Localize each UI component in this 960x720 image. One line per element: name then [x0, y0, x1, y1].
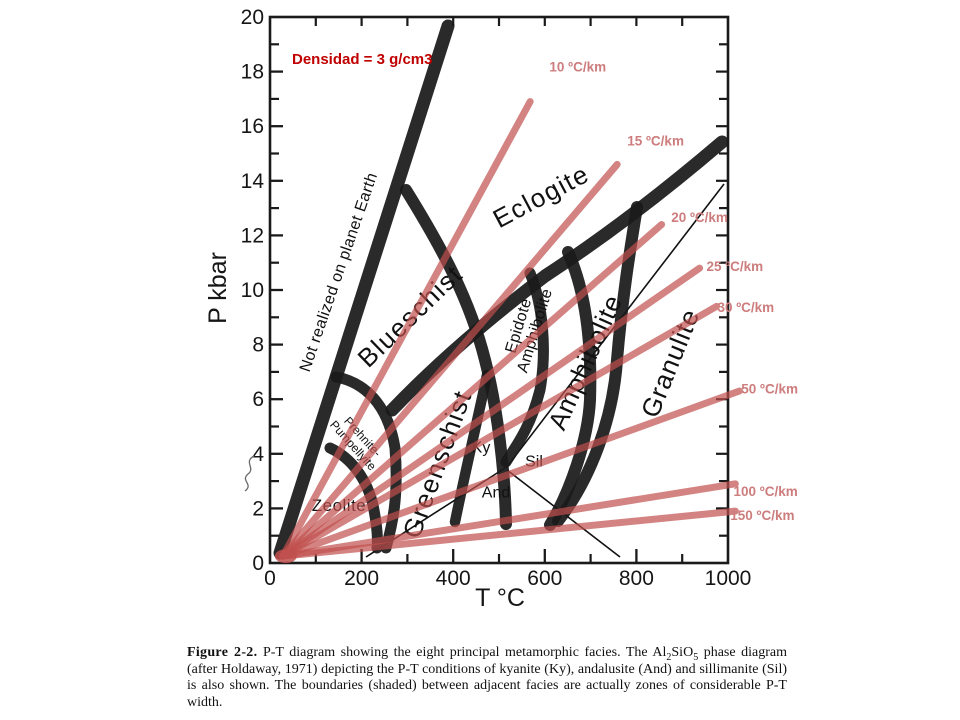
geotherm-line-150	[279, 507, 739, 560]
y-tick-label-14: 14	[241, 170, 265, 193]
x-tick-label-800: 800	[619, 567, 654, 590]
y-tick-label-6: 6	[252, 388, 264, 411]
geotherm-lines	[274, 98, 743, 564]
field-label-line: Eclogite	[488, 158, 594, 234]
field-label-eclogite: Eclogite	[488, 158, 594, 234]
figure-caption: Figure 2-2. P-T diagram showing the eigh…	[187, 645, 787, 711]
geotherm-label-30: 30 ºC/km	[717, 300, 774, 315]
y-tick-label-12: 12	[241, 224, 264, 247]
geotherm-label-50: 50 ºC/km	[741, 382, 798, 397]
geotherm-label-15: 15 ºC/km	[627, 133, 684, 148]
figure-caption-label: Figure 2-2.	[187, 645, 258, 660]
field-label-andalusite: And	[482, 485, 510, 502]
geotherm-line-30	[279, 302, 721, 560]
y-tick-label-8: 8	[252, 334, 264, 357]
geotherm-line-20	[279, 220, 666, 560]
geotherm-label-25: 25 ºC/km	[706, 259, 763, 274]
x-tick-label-0: 0	[264, 567, 276, 590]
x-tick-label-1000: 1000	[705, 567, 752, 590]
figure-caption-sub-2: 2	[666, 651, 672, 663]
x-tick-label-600: 600	[527, 567, 562, 590]
density-annotation: Densidad = 3 g/cm3	[292, 51, 432, 68]
y-tick-label-10: 10	[241, 279, 264, 302]
geotherm-line-10	[279, 98, 534, 560]
y-axis-title: P kbar	[204, 252, 232, 324]
y-tick-label-2: 2	[252, 497, 264, 520]
figure-caption-text-3: phase diagram (after Holdaway, 1971) dep…	[187, 645, 787, 710]
y-tick-label-16: 16	[241, 115, 264, 138]
geotherm-label-20: 20 ºC/km	[671, 210, 728, 225]
figure-caption-text-1: P-T diagram showing the eight principal …	[257, 645, 667, 660]
geotherm-label-150: 150 ºC/km	[730, 508, 794, 523]
scan-squiggle-mark	[244, 455, 255, 492]
figure-caption-text-2: SiO	[671, 645, 694, 660]
figure-caption-sub-5: 5	[693, 651, 699, 663]
forbidden-zone-line	[273, 19, 455, 560]
axes-frame-layer	[268, 15, 730, 565]
x-tick-label-400: 400	[436, 567, 471, 590]
amphibolite-left-boundary	[544, 246, 597, 531]
blueschist-eclogite-boundary	[400, 184, 512, 530]
pt-diagram-figure: 0 200 400 600 800 1000 0 2 4 6 8 10 12 14 16 18 20 Not r…	[187, 6, 798, 710]
geotherm-line-100	[279, 480, 739, 560]
geotherm-line-15	[279, 160, 621, 560]
y-tick-label-20: 20	[241, 6, 264, 29]
eclogite-lower-boundary	[385, 135, 729, 417]
y-tick-label-18: 18	[241, 61, 264, 84]
field-label-line: And	[482, 485, 510, 502]
epidote-amphibolite-boundary	[500, 267, 549, 468]
y-tick-label-4: 4	[252, 443, 264, 466]
geotherm-layer: 10 ºC/km 15 ºC/km 20 ºC/km 25 ºC/km 30 ºC/km…	[274, 60, 798, 564]
geotherm-label-10: 10 ºC/km	[549, 60, 606, 75]
geotherm-origin-blob	[274, 549, 297, 564]
geotherm-line-50	[279, 387, 743, 560]
x-axis-title: T °C	[475, 584, 525, 612]
geotherm-label-100: 100 ºC/km	[733, 484, 797, 499]
prehnite-greenschist-arc	[330, 371, 402, 554]
y-tick-label-0: 0	[252, 552, 264, 575]
tick-label-layer: 0 200 400 600 800 1000 0 2 4 6 8 10 12 14 16 18 20	[241, 6, 752, 590]
x-tick-label-200: 200	[344, 567, 379, 590]
geotherm-line-25	[279, 264, 704, 560]
